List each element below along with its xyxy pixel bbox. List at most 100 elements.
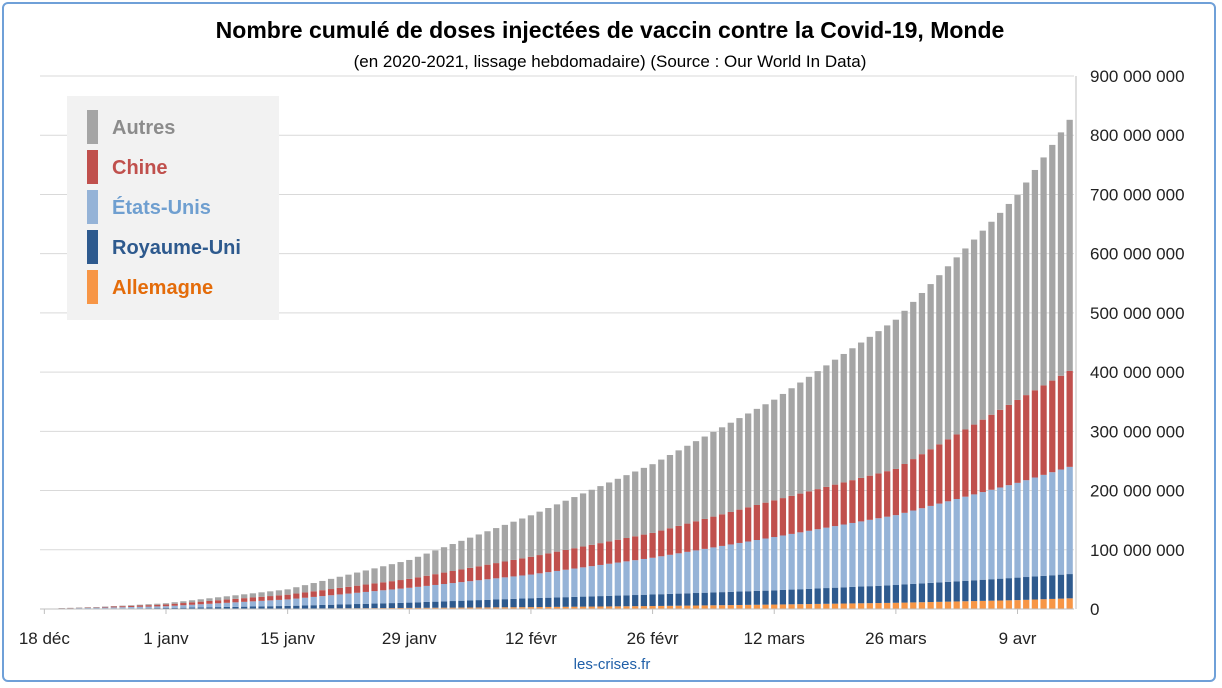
bar--tats-unis	[606, 563, 613, 596]
bar-allemagne	[666, 605, 674, 609]
bar-royaume-uni	[319, 604, 326, 609]
bar--tats-unis	[154, 606, 161, 609]
bar--tats-unis	[901, 512, 908, 585]
bar-chine	[388, 581, 396, 590]
bar--tats-unis	[501, 577, 508, 600]
bar-autres	[162, 603, 170, 605]
bar-allemagne	[440, 607, 448, 609]
bar-chine	[571, 548, 578, 569]
bar-autres	[336, 576, 343, 588]
bar--tats-unis	[1031, 477, 1039, 577]
bar-chine	[701, 518, 708, 549]
bar-autres	[788, 388, 795, 496]
bar-autres	[814, 371, 821, 490]
bar-allemagne	[397, 607, 404, 609]
bar--tats-unis	[892, 515, 900, 586]
bar--tats-unis	[962, 496, 969, 581]
bar-royaume-uni	[458, 600, 465, 608]
bar-autres	[649, 464, 656, 533]
bar-allemagne	[701, 605, 708, 609]
bar-royaume-uni	[162, 607, 170, 609]
bar-autres	[1014, 195, 1021, 400]
bar-chine	[1066, 370, 1073, 467]
bar--tats-unis	[918, 508, 926, 584]
bar-chine	[267, 596, 274, 601]
bar-autres	[354, 572, 361, 586]
bar--tats-unis	[484, 579, 491, 600]
y-tick-label: 800 000 000	[1090, 126, 1185, 145]
bar--tats-unis	[944, 501, 952, 582]
bar--tats-unis	[75, 608, 83, 609]
bar-chine	[284, 594, 291, 600]
bar--tats-unis	[936, 503, 943, 583]
bar-chine	[927, 449, 934, 506]
bar--tats-unis	[293, 598, 300, 606]
bar-chine	[380, 582, 387, 591]
bar-chine	[154, 604, 161, 607]
bar-chine	[440, 572, 448, 585]
bar-royaume-uni	[171, 607, 178, 609]
bar-allemagne	[684, 605, 691, 609]
bar-royaume-uni	[675, 593, 682, 606]
bar-autres	[397, 562, 404, 581]
bar-allemagne	[875, 603, 882, 609]
bar-allemagne	[588, 606, 595, 609]
bar-chine	[718, 514, 726, 546]
bar--tats-unis	[362, 591, 369, 604]
bar-chine	[458, 569, 465, 583]
bar-royaume-uni	[1014, 577, 1021, 601]
bar-allemagne	[814, 603, 821, 609]
bar-royaume-uni	[301, 605, 309, 609]
bar-allemagne	[831, 603, 839, 609]
bar--tats-unis	[805, 530, 813, 589]
bar--tats-unis	[423, 585, 430, 602]
bar-chine	[215, 600, 222, 604]
bar-autres	[718, 427, 726, 515]
bar-chine	[449, 571, 456, 584]
bar-allemagne	[649, 606, 656, 609]
bar-autres	[536, 511, 543, 556]
bar--tats-unis	[510, 576, 517, 599]
bar--tats-unis	[1066, 466, 1073, 575]
bar--tats-unis	[371, 591, 378, 604]
bar--tats-unis	[579, 567, 587, 597]
bar-allemagne	[788, 604, 795, 609]
bar-royaume-uni	[466, 600, 474, 608]
bar--tats-unis	[979, 492, 986, 580]
bar-royaume-uni	[892, 585, 900, 603]
bar--tats-unis	[562, 569, 569, 598]
bar-autres	[527, 515, 535, 557]
bar-allemagne	[771, 604, 778, 609]
bar--tats-unis	[632, 560, 639, 596]
bar-autres	[466, 537, 474, 568]
bar-chine	[510, 559, 517, 577]
bar-chine	[970, 424, 978, 495]
bar-chine	[145, 605, 152, 607]
bar-chine	[301, 592, 309, 598]
bar-chine	[354, 585, 361, 593]
bar-royaume-uni	[206, 607, 213, 609]
x-tick-label: 15 janv	[260, 629, 315, 648]
bar-chine	[997, 409, 1004, 488]
bar-autres	[771, 399, 778, 501]
x-tick-label: 12 févr	[505, 629, 557, 648]
bar--tats-unis	[875, 518, 882, 586]
bar-chine	[840, 482, 847, 525]
bar-allemagne	[423, 607, 430, 609]
bar-chine	[753, 504, 760, 541]
bar-royaume-uni	[501, 599, 508, 608]
bar-allemagne	[458, 607, 465, 609]
bar--tats-unis	[1057, 469, 1065, 575]
bar--tats-unis	[1040, 474, 1047, 576]
bar--tats-unis	[823, 527, 830, 589]
x-tick-label: 12 mars	[744, 629, 805, 648]
bar-allemagne	[658, 605, 665, 609]
legend-swatch	[87, 110, 98, 144]
bar-royaume-uni	[432, 601, 439, 608]
bar-autres	[666, 454, 674, 529]
bar-chine	[884, 471, 891, 517]
bar--tats-unis	[475, 580, 482, 601]
bar-autres	[1057, 132, 1065, 376]
bar--tats-unis	[692, 550, 700, 594]
bar-royaume-uni	[745, 591, 752, 605]
